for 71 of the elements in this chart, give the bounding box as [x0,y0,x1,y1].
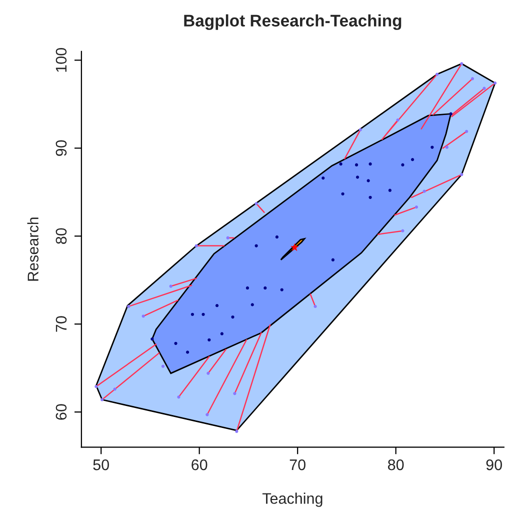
point [322,176,325,180]
point [186,350,190,354]
y-tick-label: 90 [56,140,67,156]
point [331,258,335,262]
y-tick-label: 60 [56,404,67,420]
point [190,312,194,316]
point [368,196,372,199]
point [422,190,426,193]
x-tick-label: 80 [388,459,404,470]
point [208,338,211,342]
point [401,229,404,232]
x-tick-label: 50 [93,459,109,470]
point [226,236,230,240]
point [436,72,439,76]
point [280,288,284,292]
x-tick-label: 70 [290,459,306,470]
y-axis-title: Research [27,218,38,281]
point [482,86,486,90]
point [494,82,497,85]
point [368,162,372,166]
point [233,392,236,396]
y-tick-label: 70 [56,316,67,332]
point [100,398,104,402]
point [161,364,165,368]
point [449,112,452,116]
point [206,372,210,375]
point [94,384,98,388]
x-axis-title: Teaching [262,492,322,507]
x-tick-label: 60 [192,459,208,470]
point [401,163,404,166]
point [356,176,360,179]
point [254,244,258,248]
point [264,286,267,290]
point [460,62,464,66]
point [142,314,145,318]
point [465,130,468,133]
point [177,395,180,399]
point [250,303,254,306]
point [410,158,414,162]
point [341,192,344,196]
point [358,128,362,132]
point [366,179,370,182]
point [470,77,474,80]
point [231,315,234,319]
chart-title: Bagplot Research-Teaching [184,14,402,30]
point [430,146,434,149]
point [202,312,205,316]
point [414,206,418,209]
point [254,202,258,206]
y-tick-label: 80 [56,228,67,244]
point [388,188,392,192]
point [174,342,178,345]
point [194,244,198,248]
point [220,332,224,336]
point [169,284,172,288]
point [113,388,116,391]
point [215,304,219,308]
point [275,235,279,239]
point [445,146,448,149]
point [206,413,209,416]
point [396,118,400,122]
point [339,162,342,166]
x-tick-label: 90 [486,459,502,470]
point [354,163,358,166]
point [127,304,130,308]
point [460,172,464,176]
point [246,286,250,290]
y-tick-label: 100 [56,48,67,72]
point [235,430,238,433]
point [150,337,154,341]
point [314,304,317,308]
